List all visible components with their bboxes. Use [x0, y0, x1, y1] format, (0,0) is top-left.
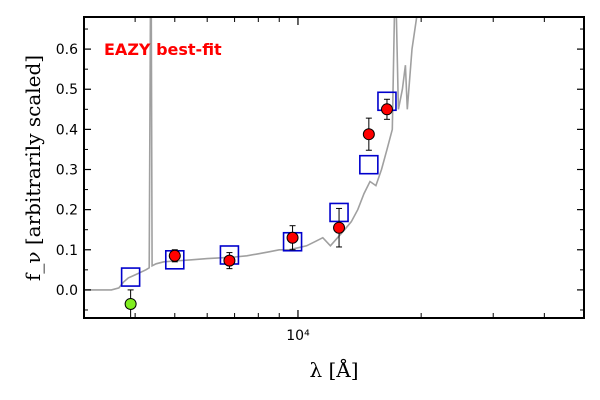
- y-tick-label: 0.1: [56, 243, 78, 259]
- observed-flux-point: [380, 103, 393, 116]
- model-flux-box: [359, 154, 379, 175]
- y-tick-label: 0.2: [56, 203, 78, 219]
- y-tick-label: 0.6: [56, 42, 78, 58]
- upper-limit-point: [124, 297, 137, 310]
- observed-flux-point: [168, 249, 181, 262]
- annotation-label: EAZY best-fit: [104, 40, 222, 59]
- y-tick-label: 0.0: [56, 283, 78, 299]
- observed-flux-point: [223, 254, 236, 267]
- observed-flux-point: [286, 231, 299, 244]
- x-tick-label: 10⁴: [286, 328, 310, 344]
- plot-frame: [83, 16, 585, 319]
- y-tick-label: 0.4: [56, 122, 78, 138]
- y-tick-label: 0.3: [56, 163, 78, 179]
- x-axis-label: λ [Å]: [309, 357, 358, 382]
- model-flux-box: [120, 267, 141, 287]
- y-axis-label: f_ν [arbitrarily scaled]: [21, 55, 45, 281]
- observed-flux-point: [362, 128, 375, 141]
- observed-flux-point: [333, 221, 346, 234]
- y-tick-label: 0.5: [56, 82, 78, 98]
